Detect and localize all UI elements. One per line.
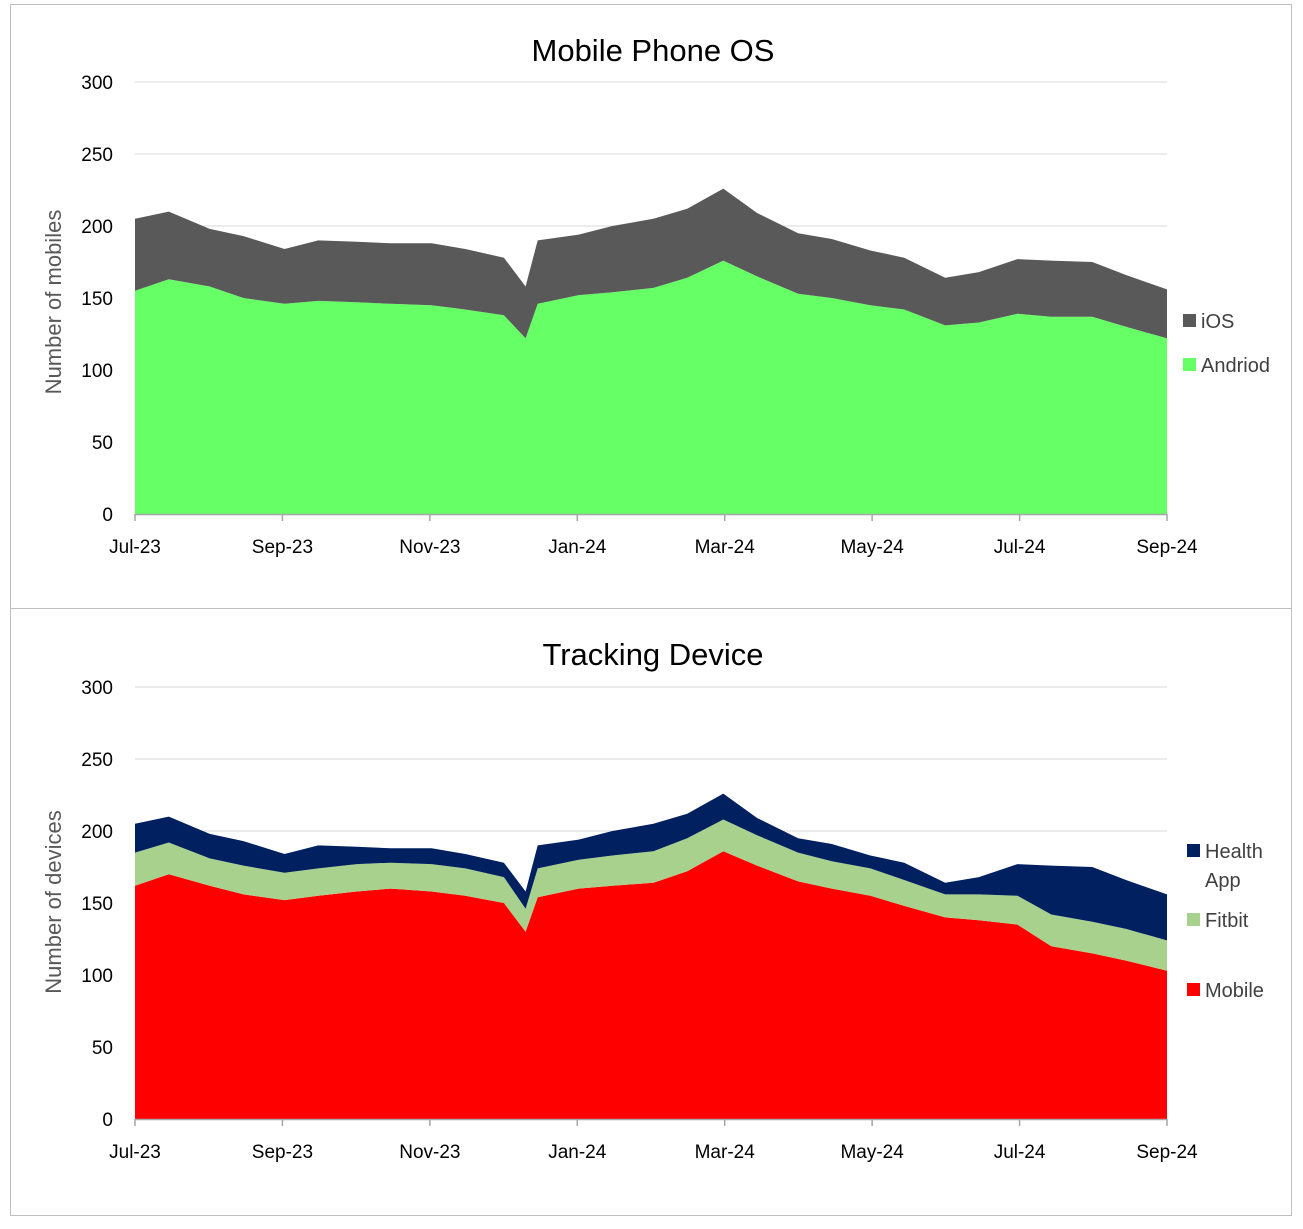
x-tick-label: Sep-23	[252, 1142, 313, 1163]
legend-swatch-health-app	[1187, 844, 1200, 857]
legend-label-ios: iOS	[1201, 311, 1234, 333]
chart-title: Mobile Phone OS	[532, 33, 775, 68]
y-tick-label: 150	[81, 289, 113, 310]
y-tick-label: 150	[81, 894, 113, 915]
y-tick-label: 200	[81, 217, 113, 238]
x-tick-label: May-24	[840, 537, 904, 558]
area-series-fitbit	[135, 819, 1167, 971]
x-tick-label: May-24	[840, 1142, 904, 1163]
chart-mobile-os: 0 50 100 150 200 250 300 Jul-23 Sep-23 Nov-23 Jan-…	[41, 33, 1270, 558]
y-tick-label: 250	[81, 145, 113, 166]
area-series-mobile	[135, 851, 1167, 1119]
y-tick-label: 50	[92, 433, 113, 454]
legend-label-health-app: Health App	[1205, 841, 1263, 892]
legend-label-andriod: Andriod	[1201, 355, 1270, 377]
chart-panel-tracking-device: 0 50 100 150 200 250 300 Jul-23 Sep-23 Nov-23 Jan-…	[10, 608, 1292, 1216]
x-tick-label: Jul-24	[994, 1142, 1046, 1163]
area-series-andriod	[135, 260, 1167, 514]
legend-swatch-andriod	[1183, 358, 1196, 371]
y-tick-label: 100	[81, 361, 113, 382]
legend-swatch-mobile	[1187, 983, 1200, 996]
y-tick-label: 0	[102, 505, 113, 526]
y-tick-label: 0	[102, 1110, 113, 1131]
x-tick-label: Sep-24	[1136, 1142, 1198, 1163]
y-tick-label: 250	[81, 750, 113, 771]
x-tick-label: Sep-24	[1136, 537, 1198, 558]
chart-title: Tracking Device	[542, 637, 763, 672]
y-tick-label: 50	[92, 1038, 113, 1059]
chart-panel-mobile-os: 0 50 100 150 200 250 300 Jul-23 Sep-23 Nov-23 Jan-…	[10, 4, 1292, 609]
y-axis-label: Number of devices	[41, 810, 66, 993]
x-tick-label: Mar-24	[695, 1142, 756, 1163]
x-tick-label: Jul-23	[109, 1142, 161, 1163]
x-tick-label: Jul-24	[994, 537, 1046, 558]
legend-label-fitbit: Fitbit	[1205, 910, 1249, 932]
y-axis-label: Number of mobiles	[41, 210, 66, 395]
legend-swatch-fitbit	[1187, 913, 1200, 926]
x-tick-label: Jan-24	[548, 537, 607, 558]
x-tick-label: Mar-24	[695, 537, 756, 558]
y-tick-label: 200	[81, 822, 113, 843]
legend-label-mobile: Mobile	[1205, 980, 1264, 1002]
y-tick-label: 300	[81, 73, 113, 94]
legend-swatch-ios	[1183, 314, 1196, 327]
area-series-ios	[135, 188, 1167, 339]
chart-tracking-device: 0 50 100 150 200 250 300 Jul-23 Sep-23 Nov-23 Jan-…	[41, 637, 1264, 1163]
y-tick-label: 100	[81, 966, 113, 987]
x-tick-label: Nov-23	[399, 1142, 460, 1163]
y-tick-label: 300	[81, 678, 113, 699]
x-tick-label: Jul-23	[109, 537, 161, 558]
x-tick-label: Sep-23	[252, 537, 313, 558]
x-tick-label: Jan-24	[548, 1142, 607, 1163]
x-tick-label: Nov-23	[399, 537, 460, 558]
